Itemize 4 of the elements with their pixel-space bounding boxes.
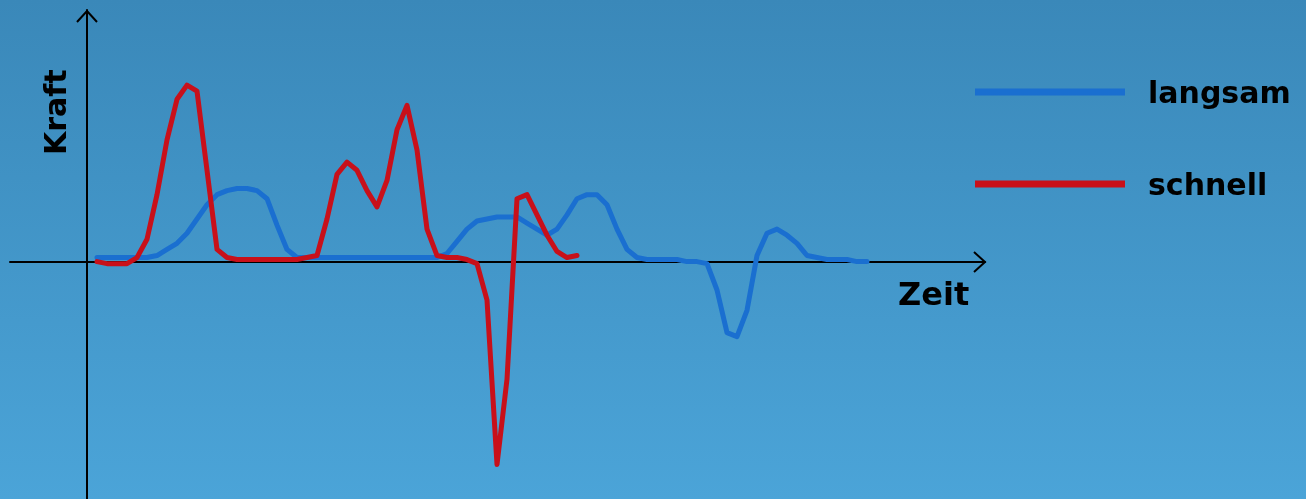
legend-label: schnell <box>1148 166 1268 202</box>
y-axis-title: Kraft <box>37 69 73 155</box>
x-axis-title: Zeit <box>898 275 970 313</box>
legend-label: langsam <box>1148 74 1291 110</box>
